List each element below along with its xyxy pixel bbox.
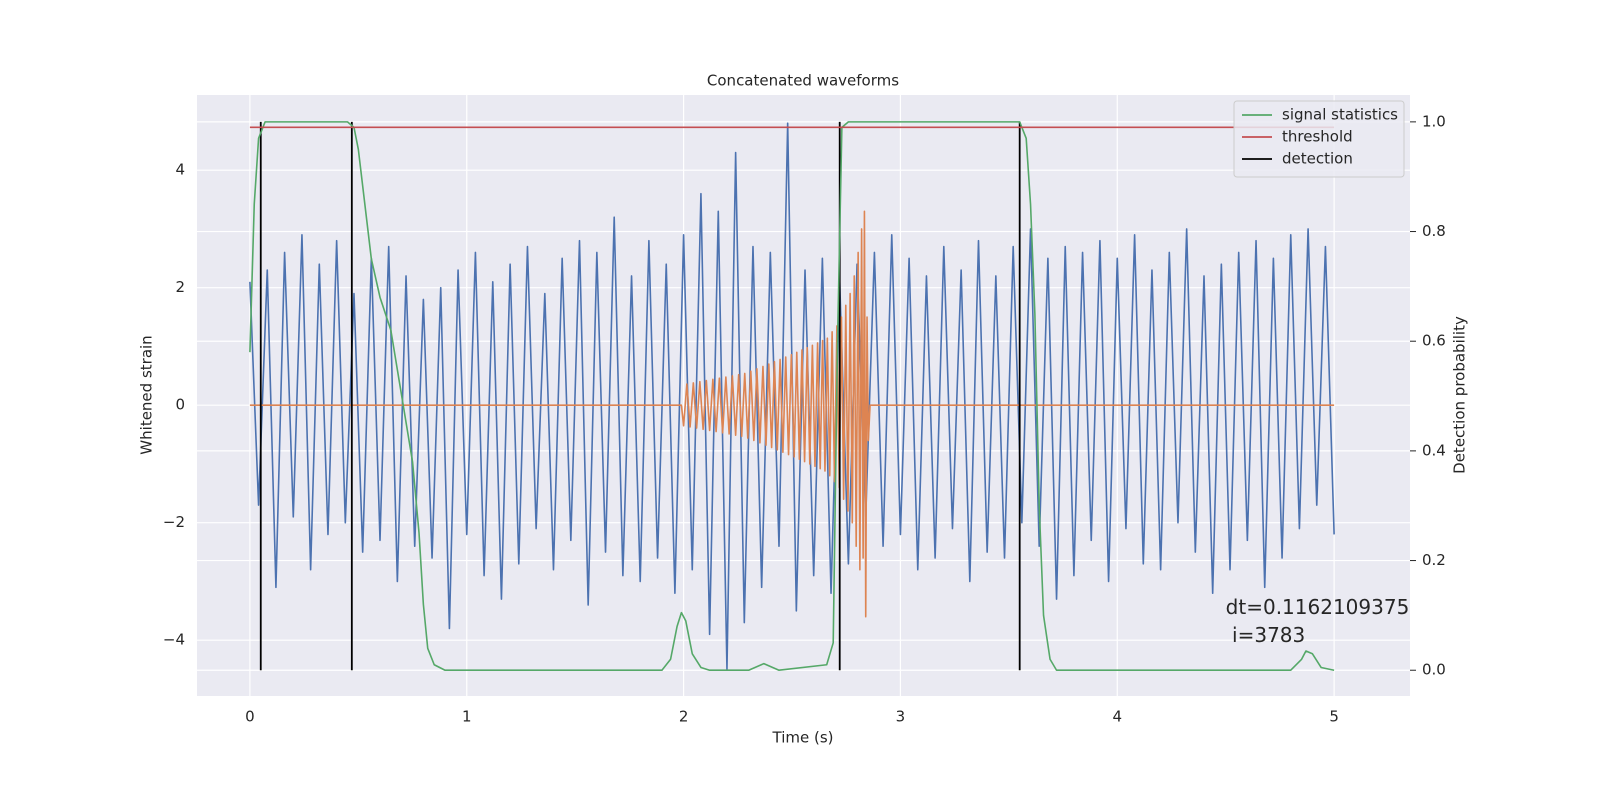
x-tick-label: 1	[462, 708, 472, 726]
y-tick-label: −2	[163, 513, 185, 531]
legend-label: threshold	[1282, 128, 1353, 146]
y2-tick-label: 0.8	[1422, 222, 1446, 240]
legend: signal statistics threshold detection	[1233, 100, 1405, 178]
x-axis-label: Time (s)	[772, 729, 834, 747]
plot-area	[249, 121, 1335, 672]
x-tick-label: 2	[679, 708, 689, 726]
annotation: dt=0.1162109375	[1226, 595, 1410, 619]
chart-title: Concatenated waveforms	[707, 72, 899, 90]
y-tick-label: 4	[175, 161, 185, 179]
line-series	[249, 210, 1335, 618]
x-tick-label: 3	[896, 708, 906, 726]
x-tick-label: 5	[1329, 708, 1339, 726]
legend-label: detection	[1282, 150, 1353, 168]
y-axis-label: Whitened strain	[138, 335, 156, 454]
y-tick-label: 0	[175, 396, 185, 414]
y2-axis-label: Detection probability	[1451, 316, 1469, 474]
line-series	[249, 121, 1335, 672]
y-tick-label: 2	[175, 278, 185, 296]
legend-label: signal statistics	[1282, 106, 1398, 124]
y2-tick-label: 0.0	[1422, 661, 1446, 679]
x-tick-label: 4	[1112, 708, 1122, 726]
legend-box	[1233, 100, 1405, 178]
y2-tick-label: 0.6	[1422, 332, 1446, 350]
annotation: i=3783	[1226, 623, 1306, 647]
y-tick-label: −4	[163, 631, 185, 649]
x-tick-label: 0	[245, 708, 255, 726]
y2-tick-label: 1.0	[1422, 112, 1446, 130]
axes: 0 1 2 3 4 5 −4 −2 0 2 4 0.0 0.2 0.4 0.6 0.8 1.0	[163, 112, 1446, 725]
y2-tick-label: 0.2	[1422, 551, 1446, 569]
y2-tick-label: 0.4	[1422, 441, 1446, 459]
